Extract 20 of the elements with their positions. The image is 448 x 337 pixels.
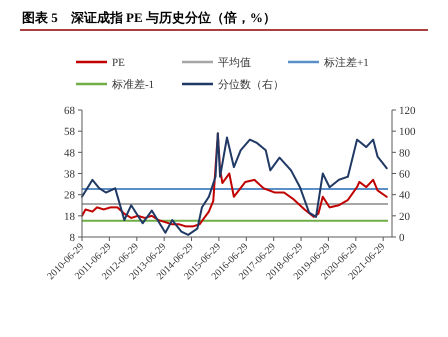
- y-tick-label: 48: [64, 147, 76, 160]
- y-tick-label: 58: [64, 126, 76, 138]
- legend-label: PE: [112, 57, 126, 69]
- y2-tick-label: 0: [399, 232, 405, 244]
- y2-tick-label: 60: [399, 168, 410, 180]
- y-tick-label: 18: [64, 210, 76, 223]
- y2-tick-label: 120: [399, 105, 416, 117]
- legend-label: 标准差-1: [111, 78, 154, 91]
- y2-tick-label: 20: [399, 210, 410, 223]
- y-tick-label: 68: [64, 105, 76, 117]
- legend-label: 平均值: [218, 57, 251, 69]
- legend-label: 分位数（右）: [218, 79, 284, 91]
- chart-title: 图表 5 深证成指 PE 与历史分位（倍，%）: [22, 10, 276, 25]
- y2-tick-label: 100: [399, 126, 416, 138]
- y2-tick-label: 80: [399, 147, 410, 160]
- y-tick-label: 8: [70, 232, 76, 244]
- y-tick-label: 28: [64, 190, 76, 202]
- y-tick-label: 38: [64, 168, 76, 180]
- legend-label: 标注差+1: [323, 56, 369, 69]
- y2-tick-label: 40: [399, 190, 410, 202]
